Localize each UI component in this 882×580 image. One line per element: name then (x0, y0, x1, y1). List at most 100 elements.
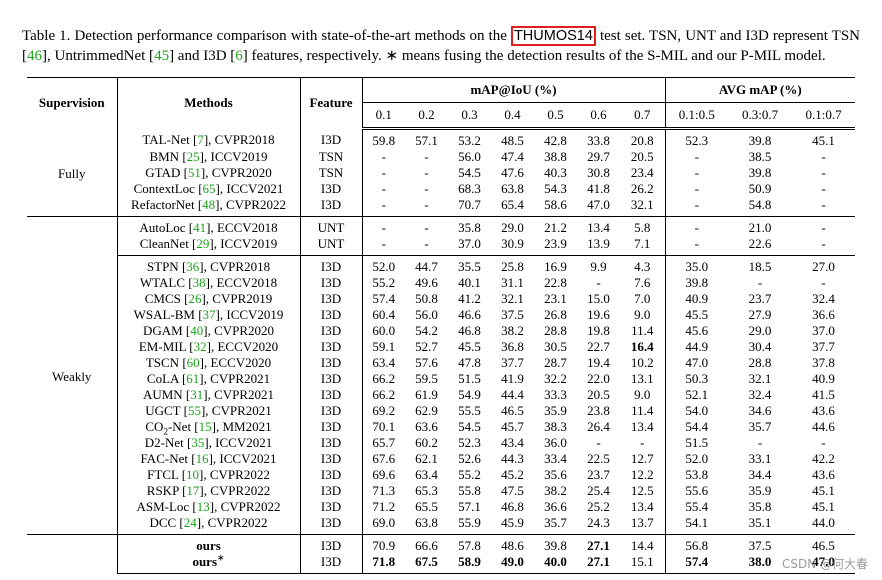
value-cell: 46.8 (501, 499, 524, 514)
value-cell: 11.4 (620, 323, 666, 339)
value-cell: 45.7 (501, 419, 524, 434)
value-cell: 48.6 (491, 534, 534, 554)
value-cell: 13.4 (620, 419, 666, 435)
text-segment: ], CVPR2020 (203, 323, 275, 338)
text-segment: ∗ (217, 552, 225, 563)
value-cell: 58.9 (448, 554, 491, 574)
value-cell: 52.1 (685, 387, 709, 402)
header-threshold: 0.2 (405, 102, 448, 130)
header-threshold: 0.6 (577, 102, 620, 130)
value-cell: 47.0 (685, 355, 709, 370)
text-segment: ], MM2021 (211, 419, 272, 434)
value-cell: 39.8 (534, 534, 577, 554)
value-cell: 45.6 (685, 323, 709, 338)
value-cell: 66.2 (372, 387, 396, 402)
value-cell: 33.3 (544, 387, 567, 402)
value-cell: 52.0 (685, 451, 709, 466)
value-cell: - (821, 435, 826, 450)
value-cell: 69.2 (372, 403, 396, 418)
value-cell: 25.4 (587, 483, 610, 498)
value-cell: 11.4 (620, 403, 666, 419)
feature-cell: I3D (300, 483, 363, 499)
value-cell: 53.8 (685, 467, 709, 482)
text-segment: BMN [ (149, 149, 187, 164)
value-cell: 48.5 (501, 133, 524, 148)
feature-cell: I3D (300, 387, 363, 403)
text-segment: ] and I3D [ (169, 47, 236, 64)
value-cell: 30.9 (501, 236, 524, 251)
value-cell: 22.6 (748, 236, 772, 251)
text-segment: ], CVPR2021 (203, 387, 275, 402)
value-cell: 51.5 (458, 371, 481, 386)
value-cell: 49.0 (491, 554, 534, 574)
value-cell: - (381, 149, 386, 164)
value-cell: 38.3 (544, 419, 567, 434)
value-cell: - (665, 216, 729, 236)
feature-cell: I3D (300, 534, 363, 554)
value-cell: 55.2 (458, 467, 481, 482)
value-cell: 54.5 (458, 165, 481, 180)
value-cell: 12.2 (620, 467, 666, 483)
value-cell: 26.4 (587, 419, 610, 434)
citation: 48 (202, 197, 216, 212)
feature-cell: I3D (300, 197, 363, 217)
value-cell: 35.7 (748, 419, 772, 434)
value-cell: 35.8 (448, 216, 491, 236)
header-feature: Feature (300, 77, 363, 129)
method-cell: DCC [24], CVPR2022 (117, 515, 301, 535)
feature-cell: I3D (300, 451, 363, 467)
value-cell: 12.7 (620, 451, 666, 467)
value-cell: 35.9 (748, 483, 772, 498)
text-segment: Table 1. Detection performance compariso… (22, 28, 511, 44)
value-cell: 44.9 (685, 339, 709, 354)
value-cell: 32.4 (812, 291, 835, 306)
value-cell: 44.6 (812, 419, 835, 434)
feature-cell: I3D (300, 128, 363, 149)
value-cell: 9.9 (577, 255, 620, 275)
table-row: D2-Net [35], ICCV2021 I3D 65.7 60.2 52.3 43.4… (27, 435, 855, 451)
value-cell: 54.1 (685, 515, 709, 530)
method-cell: ours∗ (117, 552, 301, 574)
feature-cell: TSN (300, 165, 363, 181)
header-range: 0.3:0.7 (728, 102, 793, 130)
value-cell: 41.9 (501, 371, 524, 386)
feature-cell: I3D (300, 275, 363, 291)
value-cell: 35.1 (748, 515, 772, 530)
value-cell: 59.1 (372, 339, 396, 354)
text-segment: ], CVPR2022 (199, 467, 270, 482)
value-cell: 19.6 (587, 307, 610, 322)
value-cell: 47.0 (587, 197, 610, 212)
table-row: CO2-Net [15], MM2021 I3D 70.1 63.6 54.5 45.7 3… (27, 419, 855, 436)
value-cell: 45.2 (501, 467, 524, 482)
feature-cell: I3D (300, 323, 363, 339)
text-segment: ], ICCV2019 (199, 149, 268, 164)
value-cell: 20.5 (587, 387, 610, 402)
value-cell: 7.6 (620, 275, 666, 291)
feature-cell: UNT (300, 216, 363, 236)
text-segment: ], ICCV2021 (215, 181, 284, 196)
citation: 25 (186, 149, 200, 164)
value-cell: 60.2 (415, 435, 438, 450)
value-cell: 26.2 (620, 181, 666, 197)
text-segment: ], CVPR2021 (200, 403, 272, 418)
value-cell: 61.9 (415, 387, 438, 402)
method-cell: WTALC [38], ECCV2018 (117, 275, 301, 291)
value-cell: 60.0 (372, 323, 396, 338)
text-segment: WTALC [ (139, 275, 193, 290)
text-segment: ], ICCV2021 (204, 435, 273, 450)
value-cell: - (821, 197, 826, 212)
citation: 37 (202, 307, 216, 322)
value-cell: - (821, 149, 826, 164)
value-cell: 42.8 (544, 133, 567, 148)
value-cell: - (424, 165, 429, 180)
value-cell: 55.2 (372, 275, 396, 290)
citation: 7 (197, 132, 204, 148)
text-segment: TSCN [ (145, 355, 187, 370)
text-segment: DGAM [ (142, 323, 191, 338)
value-cell: 45.1 (812, 483, 835, 498)
text-segment: ], ECCV2018 (206, 220, 278, 235)
text-segment: AUMN [ (142, 387, 191, 402)
value-cell: 21.0 (728, 216, 793, 236)
text-segment: ], ICCV2021 (208, 451, 277, 466)
value-cell: 13.4 (577, 216, 620, 236)
